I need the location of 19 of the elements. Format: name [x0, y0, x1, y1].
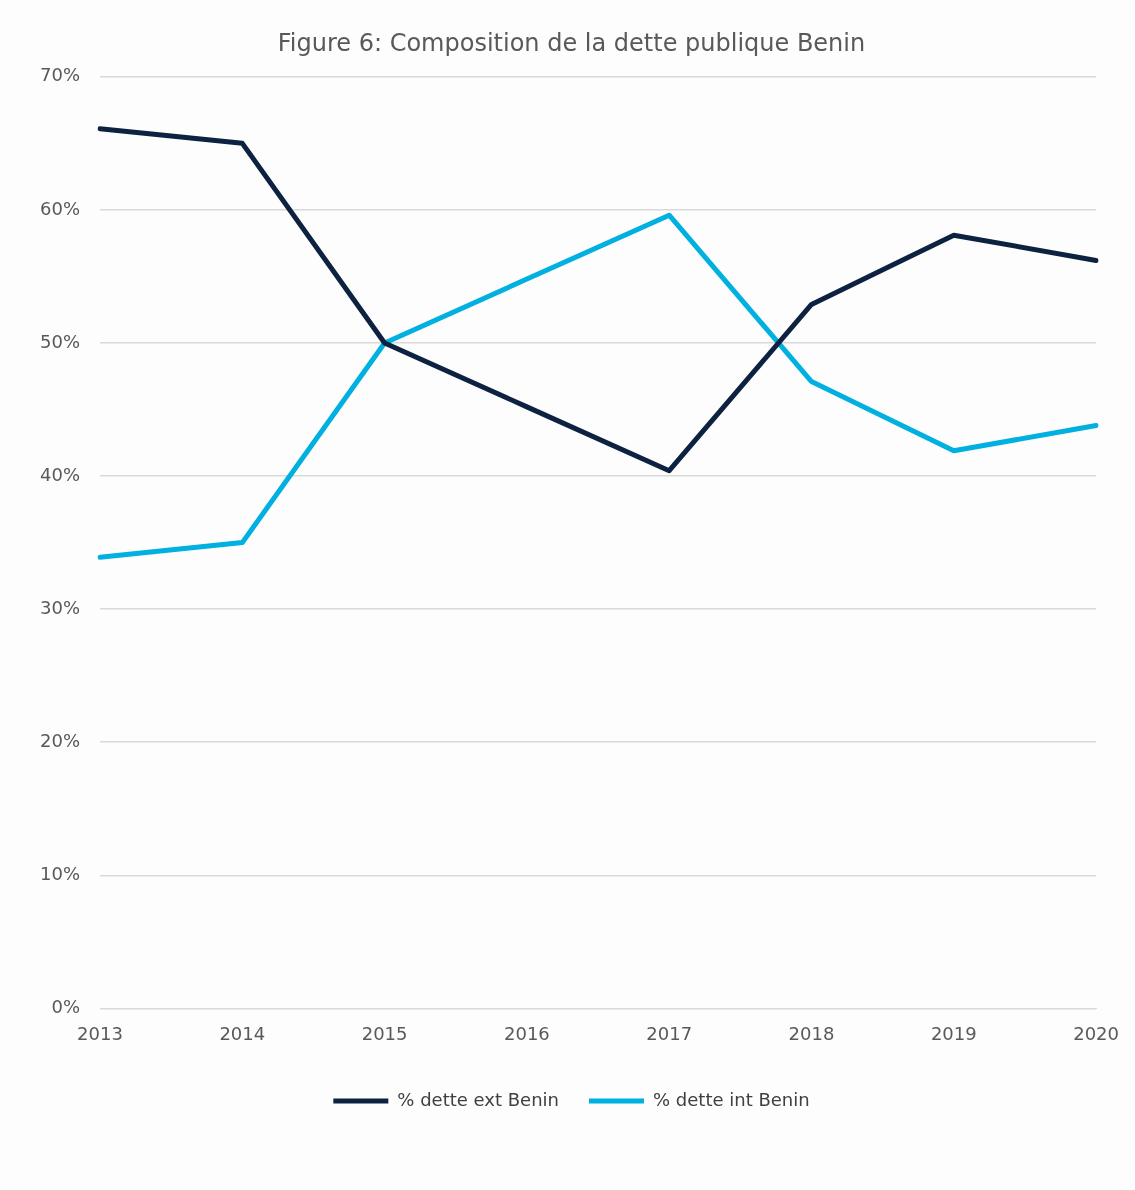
- x-tick-label: 2016: [504, 1022, 550, 1044]
- y-tick-label: 40%: [39, 463, 81, 485]
- y-tick-label: 70%: [39, 64, 81, 86]
- x-tick-label: 2018: [788, 1022, 835, 1044]
- x-tick-label: 2019: [930, 1022, 977, 1044]
- y-tick-label: 10%: [39, 862, 81, 884]
- chart-title: Figure 6: Composition de la dette publique Benin: [277, 28, 866, 57]
- x-tick-label: 2015: [361, 1022, 408, 1044]
- x-tick-label: 2014: [219, 1022, 266, 1044]
- y-tick-label: 20%: [39, 729, 81, 751]
- x-tick-label: 2017: [646, 1022, 693, 1044]
- x-tick-label: 2020: [1073, 1022, 1119, 1044]
- y-tick-label: 30%: [39, 596, 81, 618]
- y-tick-label: 0%: [51, 996, 81, 1018]
- y-tick-label: 60%: [39, 197, 81, 219]
- y-tick-label: 50%: [39, 330, 81, 352]
- legend-label: % dette int Benin: [653, 1088, 810, 1110]
- x-tick-label: 2013: [77, 1022, 123, 1044]
- legend-label: % dette ext Benin: [397, 1088, 560, 1110]
